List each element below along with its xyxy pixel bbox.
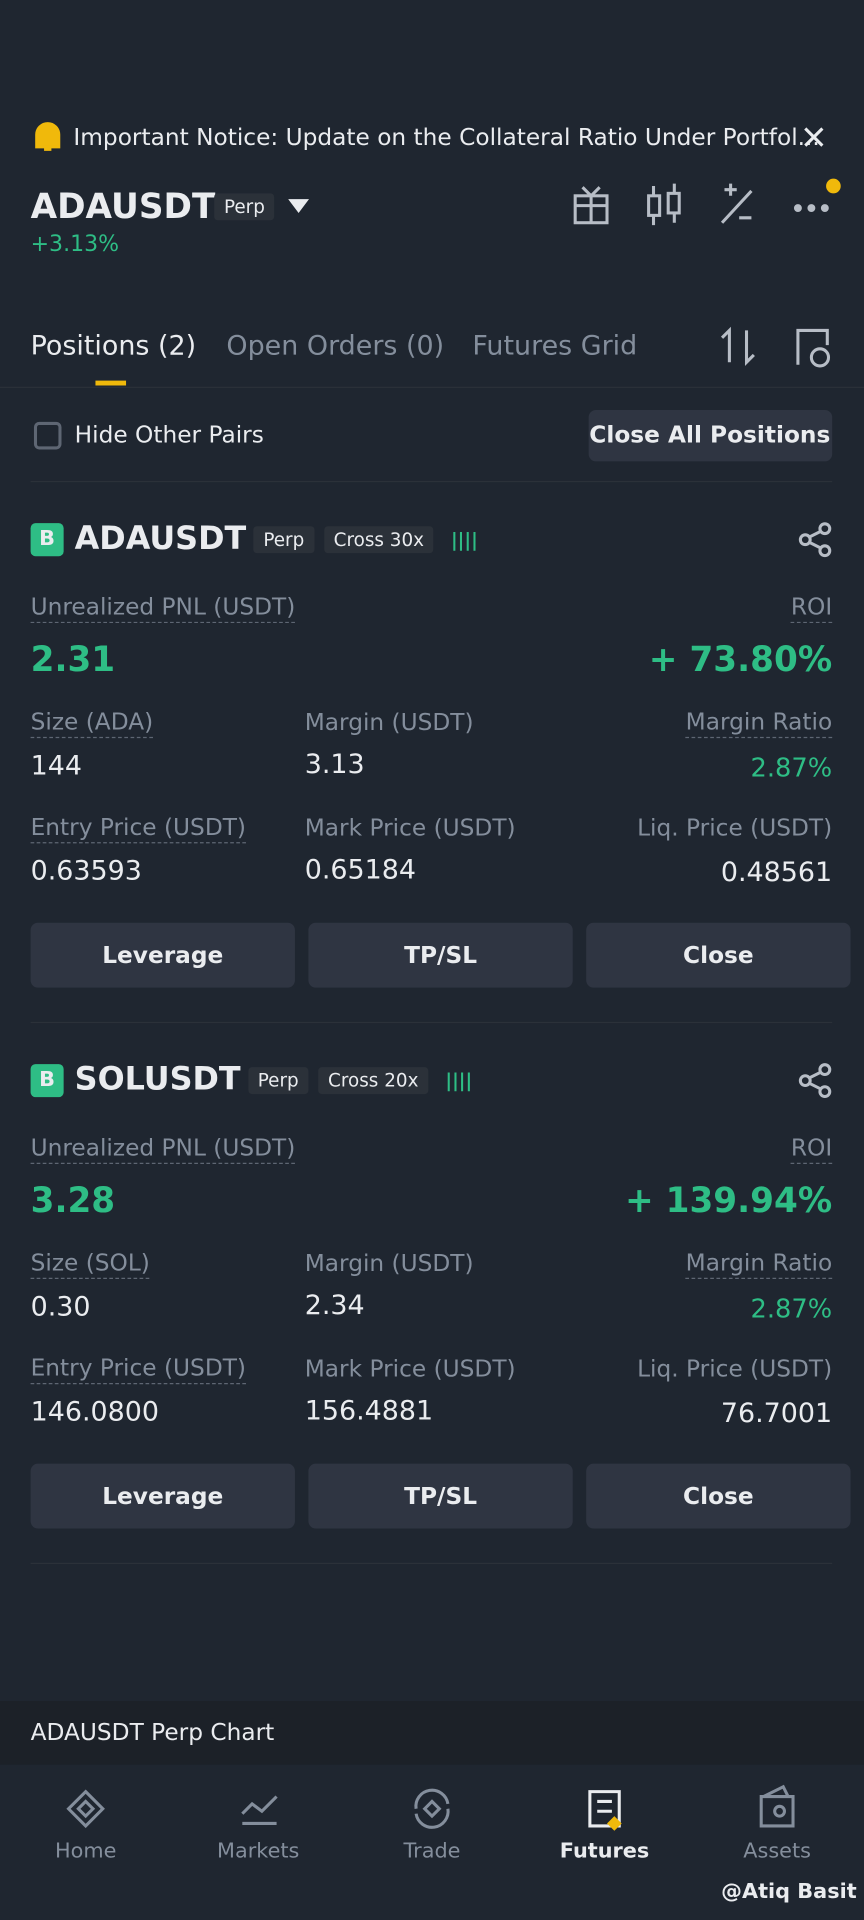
label: Liq. Price (USDT) <box>637 1355 833 1383</box>
action-button[interactable]: Leverage <box>30 1463 295 1529</box>
side-badge: B <box>30 1064 64 1098</box>
position-symbol: SOLUSDT <box>74 1061 241 1099</box>
notice: Important Notice: Update on the Collater… <box>73 124 820 152</box>
value: 2.87% <box>750 1294 833 1324</box>
divider <box>0 386 864 388</box>
label: ROI <box>790 1135 833 1164</box>
change: +3.13% <box>30 231 120 258</box>
action-button[interactable]: Close <box>586 1463 851 1529</box>
side-badge: B <box>30 523 64 557</box>
label: Size (ADA) <box>30 709 154 738</box>
pnl: 3.28 <box>30 1179 116 1221</box>
symbol: ADAUSDT <box>30 186 216 227</box>
value: 156.4881 <box>304 1396 434 1427</box>
nav-item[interactable]: Markets <box>217 1839 300 1864</box>
value: 2.34 <box>304 1290 365 1322</box>
nav-item[interactable]: Assets <box>743 1839 811 1864</box>
value: 2.87% <box>750 753 833 783</box>
watermark: @Atiq Basit <box>721 1879 857 1904</box>
value: 0.30 <box>30 1292 91 1323</box>
label: Unrealized PNL (USDT) <box>30 1135 296 1164</box>
label: Margin Ratio <box>685 1250 833 1279</box>
value: 0.48561 <box>720 857 833 889</box>
label: Size (SOL) <box>30 1250 150 1279</box>
value: 144 <box>30 751 82 782</box>
tab[interactable]: Positions (2) <box>30 331 197 363</box>
label: Entry Price (USDT) <box>30 1355 247 1384</box>
label: Entry Price (USDT) <box>30 814 247 844</box>
action-button[interactable]: TP/SL <box>308 1463 573 1529</box>
value: 3.13 <box>304 749 365 781</box>
tag: Perp <box>247 1067 309 1095</box>
tag: Perp <box>253 526 315 554</box>
checkbox-label: Hide Other Pairs <box>74 421 264 449</box>
close-all-button[interactable]: Close All Positions <box>589 421 831 449</box>
nav-item[interactable]: Trade <box>403 1839 461 1864</box>
label: Margin Ratio <box>685 709 833 738</box>
roi: + 139.94% <box>624 1179 833 1221</box>
label: Liq. Price (USDT) <box>637 814 833 842</box>
action-button[interactable]: TP/SL <box>308 922 573 988</box>
tag: Cross 20x <box>318 1067 429 1095</box>
value: 0.65184 <box>304 855 417 886</box>
pnl: 2.31 <box>30 639 116 680</box>
label: Mark Price (USDT) <box>304 814 516 842</box>
divider <box>30 480 833 483</box>
label: ROI <box>790 594 833 623</box>
nav-item[interactable]: Futures <box>559 1839 650 1864</box>
label: Mark Price (USDT) <box>304 1355 516 1383</box>
signal: |||| <box>450 528 478 551</box>
chart-bar: ADAUSDT Perp Chart <box>30 1718 275 1746</box>
divider <box>30 1021 833 1024</box>
divider <box>30 1562 833 1565</box>
value: 146.0800 <box>30 1397 160 1428</box>
value: 0.63593 <box>30 856 142 888</box>
label: Unrealized PNL (USDT) <box>30 594 296 623</box>
roi: + 73.80% <box>648 639 833 680</box>
tab[interactable]: Futures Grid <box>472 331 638 363</box>
tab[interactable]: Open Orders (0) <box>226 331 445 363</box>
action-button[interactable]: Close <box>586 922 851 988</box>
tag: Cross 30x <box>323 526 434 554</box>
action-button[interactable]: Leverage <box>30 922 295 988</box>
tag: Perp <box>214 193 275 221</box>
label: Margin (USDT) <box>304 709 474 737</box>
nav-item[interactable]: Home <box>54 1839 117 1864</box>
position-symbol: ADAUSDT <box>74 520 247 558</box>
signal: |||| <box>445 1069 473 1092</box>
value: 76.7001 <box>720 1398 833 1430</box>
label: Margin (USDT) <box>304 1250 474 1278</box>
